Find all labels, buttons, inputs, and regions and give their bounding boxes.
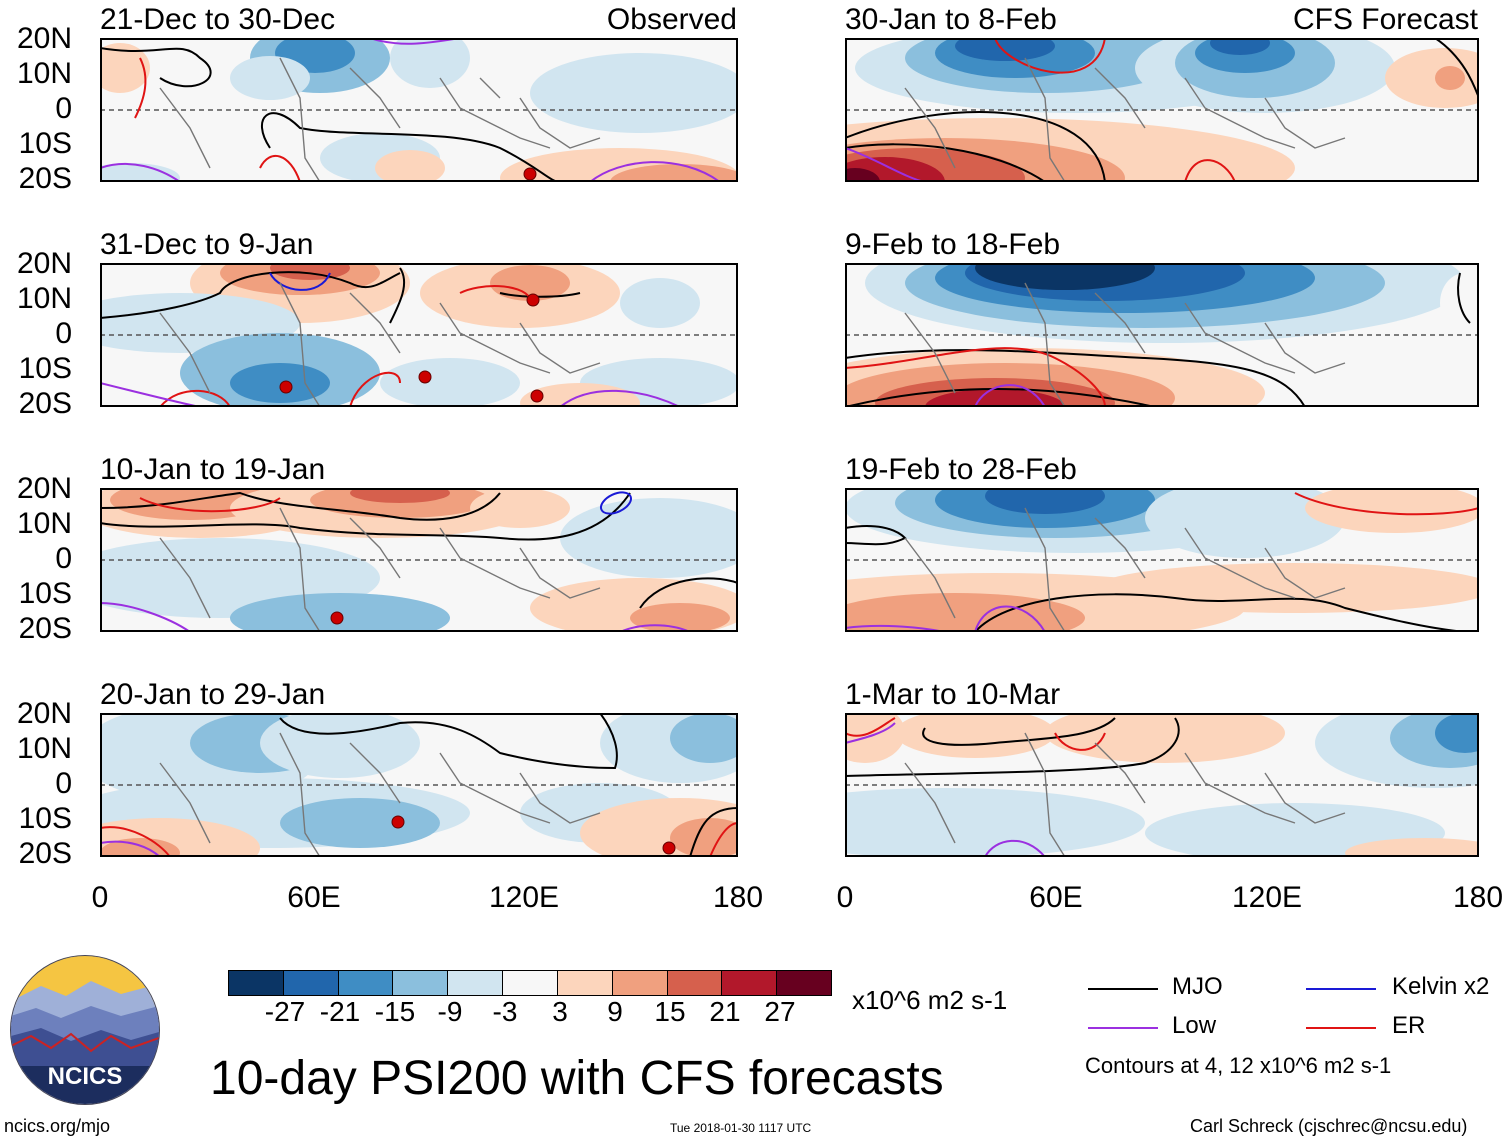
colorbar-swatch [557, 971, 613, 995]
legend-label-er: ER [1392, 1012, 1426, 1039]
map-panel-left-3 [100, 713, 738, 857]
lat-label-10s: 10S [18, 802, 72, 835]
colorbar-swatch [338, 971, 394, 995]
lat-label-20s: 20S [18, 387, 72, 420]
panel-frame [845, 488, 1479, 632]
panel-title-left-1: 31-Dec to 9-Jan [100, 228, 314, 261]
panel-tag-observed: Observed [606, 3, 737, 36]
panel-title-right-1: 9-Feb to 18-Feb [845, 228, 1061, 261]
panel-frame [100, 263, 738, 407]
colorbar-swatch [503, 971, 558, 995]
lon-label-120e-left: 120E [488, 881, 560, 914]
panel-title-right-3: 1-Mar to 10-Mar [845, 678, 1061, 711]
map-panel-right-3 [845, 713, 1479, 857]
legend-label-mjo: MJO [1172, 973, 1223, 1000]
map-panel-left-0 [100, 38, 738, 182]
lat-label-20s: 20S [18, 837, 72, 870]
lat-label-10n: 10N [16, 282, 72, 315]
panel-title-left-2: 10-Jan to 19-Jan [100, 453, 326, 486]
lon-label-180-left: 180 [712, 881, 764, 914]
lat-label-20s: 20S [18, 162, 72, 195]
lat-label-0: 0 [55, 542, 72, 575]
lat-label-20s: 20S [18, 612, 72, 645]
lat-label-20n: 20N [16, 22, 72, 55]
map-panel-left-2 [100, 488, 738, 632]
figure-title: 10-day PSI200 with CFS forecasts [210, 1052, 944, 1105]
footer-url[interactable]: ncics.org/mjo [4, 1116, 111, 1136]
lat-label-10s: 10S [18, 577, 72, 610]
lon-label-60e-left: 60E [287, 881, 341, 914]
colorbar-swatch [612, 971, 668, 995]
lat-label-10n: 10N [16, 507, 72, 540]
panel-title-right-0: 30-Jan to 8-Feb [845, 3, 1057, 36]
colorbar-tick: 9 [607, 996, 623, 1027]
footer-timestamp: Tue 2018-01-30 1117 UTC [670, 1121, 812, 1135]
panel-frame [845, 38, 1479, 182]
panel-frame [100, 488, 738, 632]
lat-label-20n: 20N [16, 472, 72, 505]
lat-label-10s: 10S [18, 127, 72, 160]
colorbar-tick: -21 [319, 996, 361, 1027]
panel-title-left-0: 21-Dec to 30-Dec [100, 3, 336, 36]
colorbar-swatch [448, 971, 504, 995]
panel-frame [845, 263, 1479, 407]
lon-label-0-right: 0 [836, 881, 854, 914]
panel-title-right-2: 19-Feb to 28-Feb [845, 453, 1077, 486]
lat-label-10n: 10N [16, 57, 72, 90]
lat-label-10s: 10S [18, 352, 72, 385]
lon-label-120e-right: 120E [1231, 881, 1303, 914]
colorbar-tick: 15 [654, 996, 686, 1027]
colorbar-swatch [229, 971, 284, 995]
colorbar-swatch [393, 971, 449, 995]
lat-label-0: 0 [55, 92, 72, 125]
legend-line-kelvin [1306, 988, 1376, 990]
colorbar-tick: 27 [764, 996, 796, 1027]
lat-label-0: 0 [55, 317, 72, 350]
colorbar-swatch [283, 971, 339, 995]
lon-label-60e-right: 60E [1029, 881, 1083, 914]
panel-title-left-3: 20-Jan to 29-Jan [100, 678, 326, 711]
logo-text: NCICS [48, 1063, 123, 1090]
colorbar-swatch [722, 971, 778, 995]
panel-tag-cfs-forecast: CFS Forecast [1292, 3, 1478, 36]
colorbar [228, 970, 832, 996]
colorbar-tick: 21 [709, 996, 741, 1027]
map-panel-right-2 [845, 488, 1479, 632]
map-panel-left-1 [100, 263, 738, 407]
panel-frame [100, 38, 738, 182]
colorbar-tick: -9 [437, 996, 463, 1027]
legend-line-low [1088, 1027, 1158, 1029]
map-panel-right-0 [845, 38, 1479, 182]
colorbar-tick: -15 [374, 996, 416, 1027]
colorbar-tick: -3 [492, 996, 518, 1027]
map-panel-right-1 [845, 263, 1479, 407]
legend-label-low: Low [1172, 1012, 1217, 1039]
lon-label-0-left: 0 [91, 881, 109, 914]
colorbar-swatch [667, 971, 723, 995]
panel-frame [845, 713, 1479, 857]
lon-label-180-right: 180 [1452, 881, 1504, 914]
legend-line-mjo [1088, 988, 1158, 990]
lat-label-10n: 10N [16, 732, 72, 765]
legend-label-kelvin: Kelvin x2 [1392, 973, 1490, 1000]
contour-note: Contours at 4, 12 x10^6 m2 s-1 [1085, 1053, 1392, 1078]
lat-label-20n: 20N [16, 697, 72, 730]
panel-frame [100, 713, 738, 857]
legend-line-er [1306, 1027, 1376, 1029]
ncics-logo[interactable]: NCICS [10, 955, 160, 1105]
colorbar-tick: -27 [264, 996, 306, 1027]
lat-label-0: 0 [55, 767, 72, 800]
colorbar-swatch [777, 971, 831, 995]
colorbar-tick: 3 [552, 996, 568, 1027]
colorbar-units: x10^6 m2 s-1 [852, 985, 1008, 1015]
lat-label-20n: 20N [16, 247, 72, 280]
footer-author: Carl Schreck (cjschrec@ncsu.edu) [1190, 1116, 1468, 1136]
